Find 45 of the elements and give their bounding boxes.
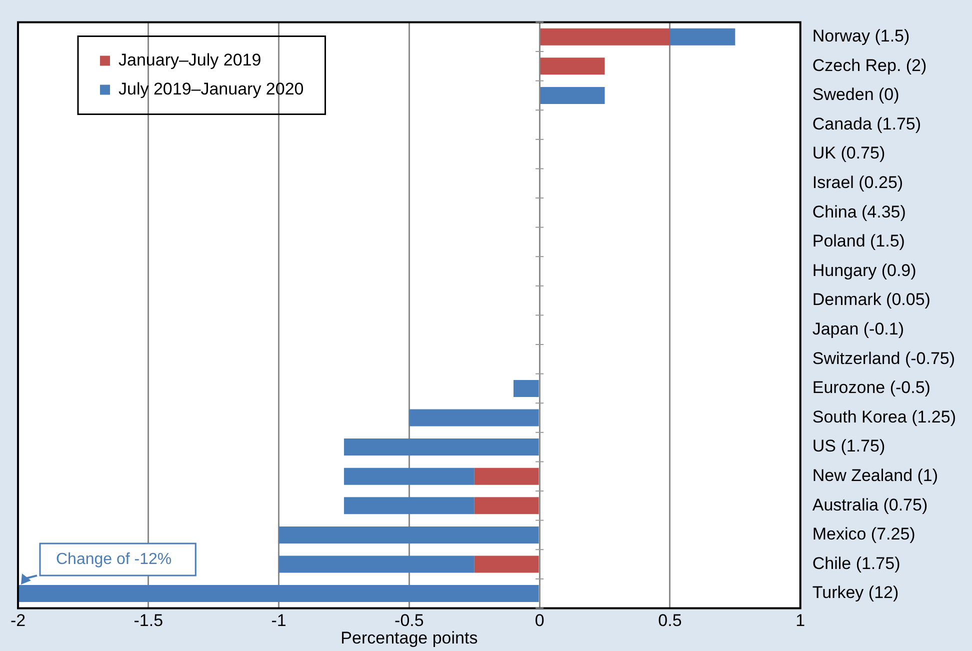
y-tick-label: Mexico (7.25) xyxy=(812,524,916,544)
y-tick-label: Poland (1.5) xyxy=(812,232,905,251)
y-tick-label: Hungary (0.9) xyxy=(812,260,916,280)
x-tick-label: -1 xyxy=(271,611,286,630)
bar xyxy=(474,556,539,573)
y-tick-label: Turkey (12) xyxy=(812,583,899,602)
y-tick-label: Israel (0.25) xyxy=(812,173,904,192)
y-tick-label: US (1.75) xyxy=(812,436,886,456)
bar xyxy=(540,58,605,75)
bar xyxy=(670,28,736,46)
x-tick-label: -2 xyxy=(10,611,26,630)
bar xyxy=(540,28,670,46)
bar xyxy=(474,497,539,514)
bar xyxy=(409,409,539,426)
y-tick-label: Denmark (0.05) xyxy=(812,290,930,310)
y-tick-label: South Korea (1.25) xyxy=(812,407,956,426)
legend-label: July 2019–January 2020 xyxy=(118,79,304,98)
y-tick-label: Eurozone (-0.5) xyxy=(812,378,930,398)
y-tick-label: Sweden (0) xyxy=(812,85,900,104)
y-tick-label: Norway (1.5) xyxy=(812,26,910,46)
x-tick-label: 1 xyxy=(796,611,806,630)
y-tick-label: Australia (0.75) xyxy=(812,495,928,514)
x-axis-title: Percentage points xyxy=(340,628,478,648)
y-tick-label: Canada (1.75) xyxy=(812,114,922,134)
y-tick-label: China (4.35) xyxy=(812,202,906,222)
legend-label: January–July 2019 xyxy=(118,50,262,70)
x-tick-label: -0.5 xyxy=(394,611,424,630)
y-tick-label: Czech Rep. (2) xyxy=(812,56,927,75)
x-tick-label: 0.5 xyxy=(658,611,682,630)
bar xyxy=(474,468,539,485)
annotation: Change of -12% xyxy=(56,550,172,568)
bar xyxy=(278,556,474,573)
bar xyxy=(344,438,539,456)
x-tick-label: -1.5 xyxy=(134,611,164,630)
bar xyxy=(344,497,474,514)
bar xyxy=(540,86,605,104)
bar xyxy=(278,526,539,544)
bar xyxy=(513,380,539,397)
x-tick-label: 0 xyxy=(534,611,544,630)
y-tick-label: Switzerland (-0.75) xyxy=(812,348,956,368)
y-tick-label: Japan (-0.1) xyxy=(812,320,904,339)
y-tick-label: UK (0.75) xyxy=(812,144,886,163)
bar xyxy=(344,468,474,485)
y-tick-label: New Zealand (1) xyxy=(812,466,938,486)
y-tick-label: Chile (1.75) xyxy=(812,554,900,573)
